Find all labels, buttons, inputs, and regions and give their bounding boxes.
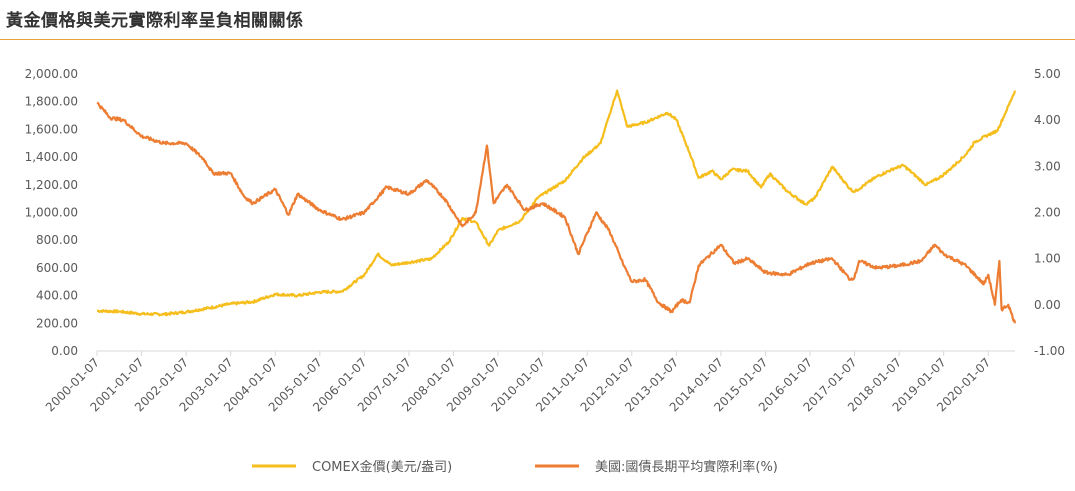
- y-left-tick-label: 1,600.00: [25, 122, 78, 136]
- legend-label: 美國:國債長期平均實際利率(%): [595, 459, 778, 475]
- y-left-tick-label: 1,400.00: [25, 150, 78, 164]
- y-right-tick-label: -1.00: [1034, 344, 1065, 358]
- y-left-tick-label: 400.00: [36, 289, 78, 303]
- y-left-tick-label: 600.00: [36, 261, 78, 275]
- series-line-real-rate: [96, 101, 1017, 324]
- y-right-tick-label: 3.00: [1034, 159, 1061, 173]
- y-left-tick-label: 200.00: [36, 316, 78, 330]
- y-left-tick-label: 2,000.00: [25, 67, 78, 81]
- y-right-tick-label: 5.00: [1034, 67, 1061, 81]
- y-right-tick-label: 2.00: [1034, 206, 1061, 220]
- chart-legend: COMEX金價(美元/盎司) 美國:國債長期平均實際利率(%): [252, 459, 778, 475]
- y-left-tick-label: 1,200.00: [25, 178, 78, 192]
- page-title: 黃金價格與美元實際利率呈負相關關係: [6, 11, 304, 31]
- y-left-tick-label: 0.00: [51, 344, 78, 358]
- title-divider: [0, 39, 1075, 40]
- y-left-tick-label: 1,800.00: [25, 95, 78, 109]
- legend-label: COMEX金價(美元/盎司): [312, 459, 452, 475]
- chart-series: [96, 89, 1017, 324]
- y-right-tick-label: 1.00: [1034, 252, 1061, 266]
- y-left-tick-label: 1,000.00: [25, 206, 78, 220]
- series-line-gold-price: [96, 89, 1017, 317]
- y-right-tick-label: 4.00: [1034, 113, 1061, 127]
- y-left-tick-label: 800.00: [36, 233, 78, 247]
- chart-axes: 0.00 200.00 400.00 600.00 800.00 1,000.00 1,20…: [25, 67, 1066, 414]
- y-right-tick-label: 0.00: [1034, 298, 1061, 312]
